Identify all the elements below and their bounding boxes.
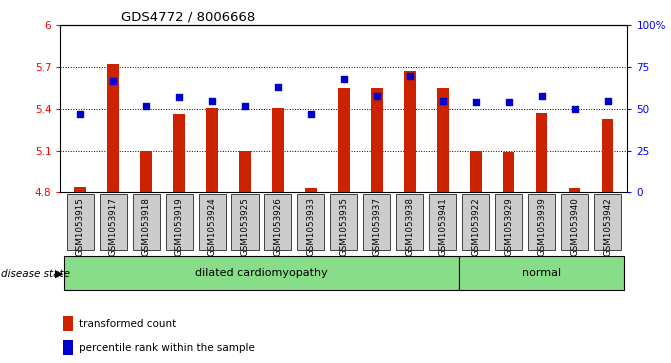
Bar bbox=[561, 195, 588, 250]
Point bbox=[74, 111, 85, 117]
Bar bbox=[297, 195, 325, 250]
Text: GSM1053924: GSM1053924 bbox=[207, 197, 217, 256]
Bar bbox=[63, 316, 73, 331]
Bar bbox=[495, 195, 522, 250]
Bar bbox=[63, 340, 73, 355]
Point bbox=[108, 78, 119, 83]
Text: GSM1053942: GSM1053942 bbox=[603, 197, 612, 256]
Text: GSM1053935: GSM1053935 bbox=[340, 197, 348, 256]
Text: GSM1053940: GSM1053940 bbox=[570, 197, 579, 256]
Bar bbox=[569, 188, 580, 192]
Bar bbox=[140, 151, 152, 192]
Point bbox=[437, 98, 448, 103]
Bar bbox=[173, 114, 185, 192]
Bar bbox=[363, 195, 391, 250]
Bar bbox=[437, 88, 448, 192]
Text: percentile rank within the sample: percentile rank within the sample bbox=[79, 343, 254, 353]
Bar bbox=[206, 107, 218, 192]
Point bbox=[503, 99, 514, 105]
Text: GSM1053933: GSM1053933 bbox=[307, 197, 315, 256]
Text: GDS4772 / 8006668: GDS4772 / 8006668 bbox=[121, 11, 255, 24]
Text: disease state: disease state bbox=[1, 269, 70, 279]
Text: GSM1053925: GSM1053925 bbox=[240, 197, 250, 256]
Bar bbox=[462, 195, 489, 250]
Bar bbox=[528, 195, 555, 250]
Bar bbox=[107, 64, 119, 192]
Text: ▶: ▶ bbox=[55, 269, 64, 279]
Text: GSM1053929: GSM1053929 bbox=[504, 197, 513, 256]
Point bbox=[338, 76, 349, 82]
Bar bbox=[470, 151, 482, 192]
Bar bbox=[64, 256, 459, 290]
Point bbox=[603, 98, 613, 103]
Point bbox=[174, 94, 185, 100]
Point bbox=[372, 93, 382, 98]
Text: GSM1053918: GSM1053918 bbox=[142, 197, 150, 256]
Bar bbox=[371, 88, 382, 192]
Bar bbox=[503, 152, 515, 192]
Text: GSM1053926: GSM1053926 bbox=[274, 197, 282, 256]
Point bbox=[141, 103, 152, 109]
Bar bbox=[133, 195, 160, 250]
Text: normal: normal bbox=[522, 268, 561, 278]
Text: GSM1053938: GSM1053938 bbox=[405, 197, 414, 256]
Bar bbox=[404, 71, 415, 192]
Bar bbox=[231, 195, 258, 250]
Bar bbox=[330, 195, 358, 250]
Bar bbox=[199, 195, 225, 250]
Text: GSM1053939: GSM1053939 bbox=[537, 197, 546, 256]
Point bbox=[272, 84, 283, 90]
Bar bbox=[602, 119, 613, 192]
Bar bbox=[240, 151, 251, 192]
Bar bbox=[272, 107, 284, 192]
Point bbox=[536, 93, 547, 98]
Bar bbox=[66, 195, 94, 250]
Text: GSM1053915: GSM1053915 bbox=[76, 197, 85, 256]
Text: dilated cardiomyopathy: dilated cardiomyopathy bbox=[195, 268, 328, 278]
Bar bbox=[305, 188, 317, 192]
Text: GSM1053922: GSM1053922 bbox=[471, 197, 480, 256]
Bar bbox=[166, 195, 193, 250]
Text: GSM1053941: GSM1053941 bbox=[438, 197, 448, 256]
Text: GSM1053917: GSM1053917 bbox=[109, 197, 117, 256]
Bar bbox=[429, 195, 456, 250]
Point bbox=[305, 111, 316, 117]
Point bbox=[569, 106, 580, 112]
Text: transformed count: transformed count bbox=[79, 319, 176, 329]
Bar bbox=[264, 195, 291, 250]
Bar bbox=[397, 195, 423, 250]
Bar bbox=[594, 195, 621, 250]
Bar bbox=[99, 195, 127, 250]
Bar bbox=[338, 88, 350, 192]
Text: GSM1053937: GSM1053937 bbox=[372, 197, 381, 256]
Point bbox=[240, 103, 250, 109]
Bar bbox=[459, 256, 624, 290]
Bar bbox=[74, 187, 86, 192]
Bar bbox=[536, 113, 548, 192]
Point bbox=[405, 73, 415, 78]
Point bbox=[470, 99, 481, 105]
Point bbox=[207, 98, 217, 103]
Text: GSM1053919: GSM1053919 bbox=[174, 197, 184, 256]
